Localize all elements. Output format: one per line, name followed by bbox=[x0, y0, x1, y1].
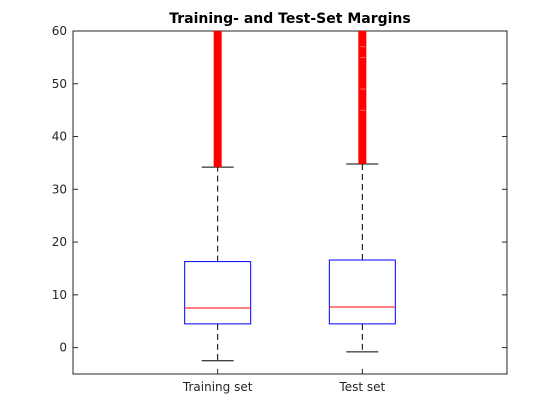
y-tick-label: 50 bbox=[52, 77, 67, 91]
y-tick-label: 0 bbox=[59, 341, 67, 355]
y-tick-label: 30 bbox=[52, 182, 67, 196]
iqr-box bbox=[184, 261, 252, 325]
outlier-markers bbox=[213, 31, 222, 168]
chart-title: Training- and Test-Set Margins bbox=[169, 11, 410, 27]
axes-frame bbox=[72, 30, 508, 375]
x-tick-label: Test set bbox=[338, 380, 385, 394]
x-tick-label: Training set bbox=[182, 380, 253, 394]
y-tick-label: 10 bbox=[52, 288, 67, 302]
y-tick-label: 60 bbox=[52, 24, 67, 38]
plot-area: 0 10 20 30 40 50 60 Training set Test set bbox=[52, 24, 508, 394]
outlier-markers bbox=[358, 31, 367, 164]
y-tick-label: 40 bbox=[52, 130, 67, 144]
y-tick-label: 20 bbox=[52, 235, 67, 249]
iqr-box bbox=[328, 259, 396, 325]
